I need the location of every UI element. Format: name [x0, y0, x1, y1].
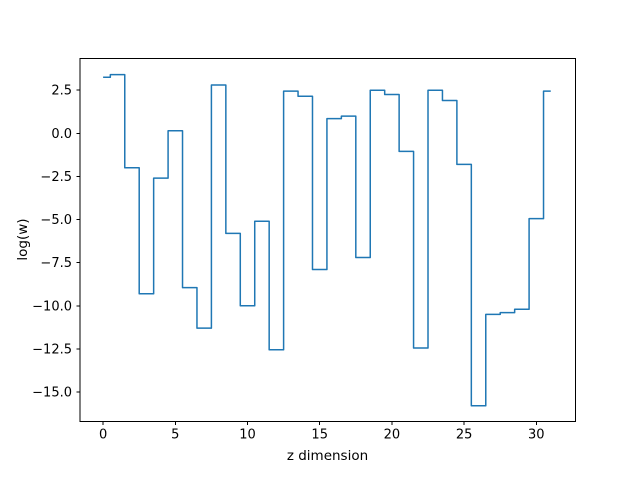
y-tick-label: 0.0 [51, 127, 72, 142]
step-line [103, 73, 551, 407]
x-tick-label: 10 [239, 427, 256, 442]
y-tick-label: −12.5 [32, 342, 72, 357]
y-tick-label: 2.5 [51, 84, 72, 99]
x-tick-label: 20 [384, 427, 401, 442]
x-tick-label: 30 [528, 427, 545, 442]
y-axis-label: log(w) [15, 218, 31, 260]
y-tick-label: −10.0 [32, 299, 72, 314]
x-tick-label: 5 [171, 427, 179, 442]
x-tick-label: 25 [456, 427, 473, 442]
x-axis-label: z dimension [287, 448, 368, 464]
y-tick-label: −15.0 [32, 385, 72, 400]
y-tick-label: −2.5 [40, 170, 72, 185]
y-tick-label: −5.0 [40, 213, 72, 228]
x-tick-label: 15 [311, 427, 328, 442]
plot-area: 0 5 10 15 20 25 30 2.5 0.0 −2.5 −5.0 −7.5 −10.0 −12.5… [32, 57, 576, 442]
axes-frame [79, 57, 576, 422]
y-tick-label: −7.5 [40, 256, 72, 271]
x-tick-label: 0 [99, 427, 107, 442]
